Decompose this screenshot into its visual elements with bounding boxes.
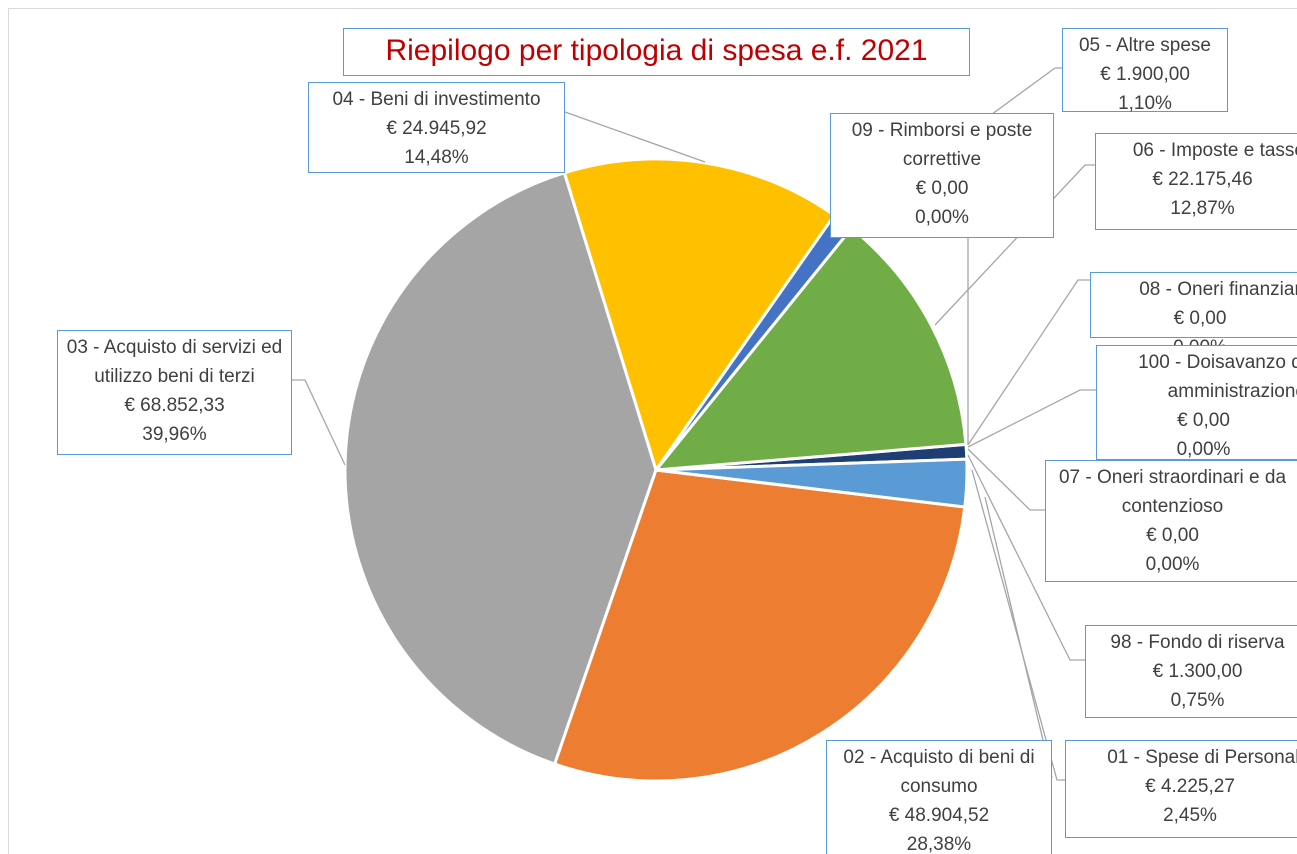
percent-label: 1,10%	[1118, 93, 1172, 114]
value-label: € 0,00	[1177, 410, 1230, 431]
data-label-box: 04 - Beni di investimento € 24.945,92 14,4…	[308, 82, 565, 173]
leader-line	[967, 279, 1090, 446]
chart-title: Riepilogo per tipologia di spesa e.f. 20…	[343, 28, 970, 76]
data-label-box: 01 - Spese di Personale € 4.225,27 2,45%	[1065, 740, 1297, 838]
percent-label: 0,00%	[1176, 439, 1231, 460]
value-label: € 1.300,00	[1152, 661, 1243, 682]
percent-label: 28,38%	[906, 834, 972, 854]
value-label: € 0,00	[1173, 308, 1227, 329]
data-label-box: 08 - Oneri finanziari€ 0,000,00%	[1090, 272, 1297, 358]
percent-label: 14,48%	[404, 147, 469, 168]
percent-label: 0,00%	[915, 207, 969, 228]
leader-line	[967, 454, 1085, 661]
data-label-box: 09 - Rimborsi e poste correttive € 0,00 0,…	[830, 113, 1054, 238]
data-label-box: 03 - Acquisto di servizi ed utilizzo ben…	[57, 330, 292, 455]
category-label: 05 - Altre spese	[1078, 35, 1212, 56]
data-label-box: 07 - Oneri straordinari e da contenzioso…	[1045, 460, 1297, 582]
category-label: 01 - Spese di Personale	[1107, 747, 1297, 768]
category-label: 100 - Doisavanzo di amministrazione	[1138, 352, 1297, 402]
category-label: 98 - Fondo di riserva	[1110, 632, 1285, 653]
value-label: € 48.904,52	[888, 805, 990, 826]
leader-line	[564, 111, 706, 163]
percent-label: 0,75%	[1170, 690, 1225, 711]
leader-line	[292, 379, 346, 466]
category-label: 03 - Acquisto di servizi ed utilizzo ben…	[66, 337, 283, 387]
value-label: € 0,00	[1146, 525, 1199, 546]
data-label-box: 06 - Imposte e tasse € 22.175,46 12,87%	[1095, 133, 1297, 230]
leader-line	[967, 389, 1096, 448]
value-label: € 4.225,27	[1145, 776, 1235, 797]
pie-slice	[652, 226, 968, 472]
value-label: € 1.900,00	[1100, 64, 1190, 85]
value-label: € 24.945,92	[386, 118, 487, 139]
value-label: € 22.175,46	[1152, 169, 1253, 190]
category-label: 06 - Imposte e tasse	[1132, 140, 1297, 161]
data-label-box: 98 - Fondo di riserva € 1.300,00 0,75%	[1085, 625, 1297, 718]
leader-line	[934, 164, 1095, 326]
percent-label: 0,00%	[1145, 554, 1200, 575]
chart-frame	[8, 8, 1297, 854]
leader-line	[984, 496, 1053, 779]
leader-line	[971, 469, 1065, 781]
pie-slice	[655, 457, 969, 509]
value-label: € 68.852,33	[124, 395, 225, 416]
data-label-box: 05 - Altre spese € 1.900,00 1,10%	[1062, 28, 1228, 114]
category-label: 08 - Oneri finanziari	[1139, 279, 1297, 300]
pie-slice	[562, 157, 837, 474]
data-label-box: 100 - Doisavanzo di amministrazione € 0,0…	[1096, 345, 1297, 460]
pie-slice	[552, 468, 967, 783]
category-label: 02 - Acquisto di beni di consumo	[843, 747, 1035, 797]
category-label: 04 - Beni di investimento	[332, 89, 541, 110]
category-label: 07 - Oneri straordinari e da contenzioso	[1058, 467, 1287, 517]
percent-label: 2,45%	[1163, 805, 1217, 826]
percent-label: 12,87%	[1170, 198, 1235, 219]
value-label: € 0,00	[915, 178, 969, 199]
data-label-box: 02 - Acquisto di beni di consumo € 48.904…	[826, 740, 1052, 854]
category-label: 09 - Rimborsi e poste correttive	[851, 120, 1033, 170]
leader-line	[967, 448, 1045, 511]
percent-label: 39,96%	[142, 424, 207, 445]
